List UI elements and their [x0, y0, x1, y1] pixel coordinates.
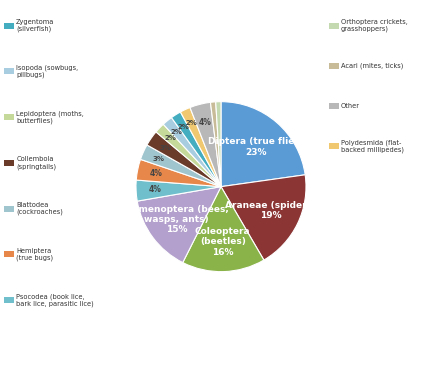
Text: Other: Other [341, 103, 360, 109]
Wedge shape [156, 124, 221, 187]
Text: Hemiptera
(true bugs): Hemiptera (true bugs) [16, 248, 53, 261]
Text: Psocodea (book lice,
bark lice, parasitic lice): Psocodea (book lice, bark lice, parasiti… [16, 293, 94, 307]
Wedge shape [136, 159, 221, 187]
Text: 2%: 2% [164, 135, 176, 141]
Text: Hymenoptera (bees,
wasps, ants)
15%: Hymenoptera (bees, wasps, ants) 15% [125, 205, 229, 235]
Text: 4%: 4% [148, 185, 161, 194]
Text: Acari (mites, ticks): Acari (mites, ticks) [341, 63, 403, 69]
Wedge shape [141, 145, 221, 187]
Text: Polydesmida (flat-
backed millipedes): Polydesmida (flat- backed millipedes) [341, 139, 404, 153]
Text: Lepidoptera (moths,
butterflies): Lepidoptera (moths, butterflies) [16, 110, 84, 124]
Wedge shape [210, 102, 221, 187]
Wedge shape [216, 102, 221, 187]
Text: 4%: 4% [150, 169, 162, 178]
Wedge shape [221, 102, 305, 187]
Wedge shape [183, 187, 264, 272]
Text: Collembola
(springtails): Collembola (springtails) [16, 156, 56, 169]
Wedge shape [136, 180, 221, 201]
Text: Orthoptera crickets,
grasshoppers): Orthoptera crickets, grasshoppers) [341, 19, 408, 32]
Text: 4%: 4% [198, 118, 211, 127]
Wedge shape [163, 117, 221, 187]
Text: Diptera (true flies)
23%: Diptera (true flies) 23% [208, 137, 303, 157]
Text: Araneae (spiders)
19%: Araneae (spiders) 19% [225, 201, 316, 220]
Text: Zygentoma
(silverfish): Zygentoma (silverfish) [16, 19, 54, 32]
Text: 2%: 2% [185, 120, 197, 126]
Text: 2%: 2% [178, 124, 190, 130]
Text: 3%: 3% [159, 145, 171, 151]
Text: 3%: 3% [153, 156, 165, 162]
Wedge shape [137, 187, 221, 262]
Wedge shape [190, 102, 221, 187]
Wedge shape [147, 132, 221, 187]
Text: Coleoptera
(beetles)
16%: Coleoptera (beetles) 16% [195, 227, 250, 257]
Wedge shape [171, 112, 221, 187]
Text: 2%: 2% [170, 129, 182, 135]
Wedge shape [221, 175, 306, 260]
Wedge shape [181, 108, 221, 187]
Text: Blattodea
(cockroaches): Blattodea (cockroaches) [16, 202, 63, 215]
Text: Isopoda (sowbugs,
pillbugs): Isopoda (sowbugs, pillbugs) [16, 64, 78, 78]
